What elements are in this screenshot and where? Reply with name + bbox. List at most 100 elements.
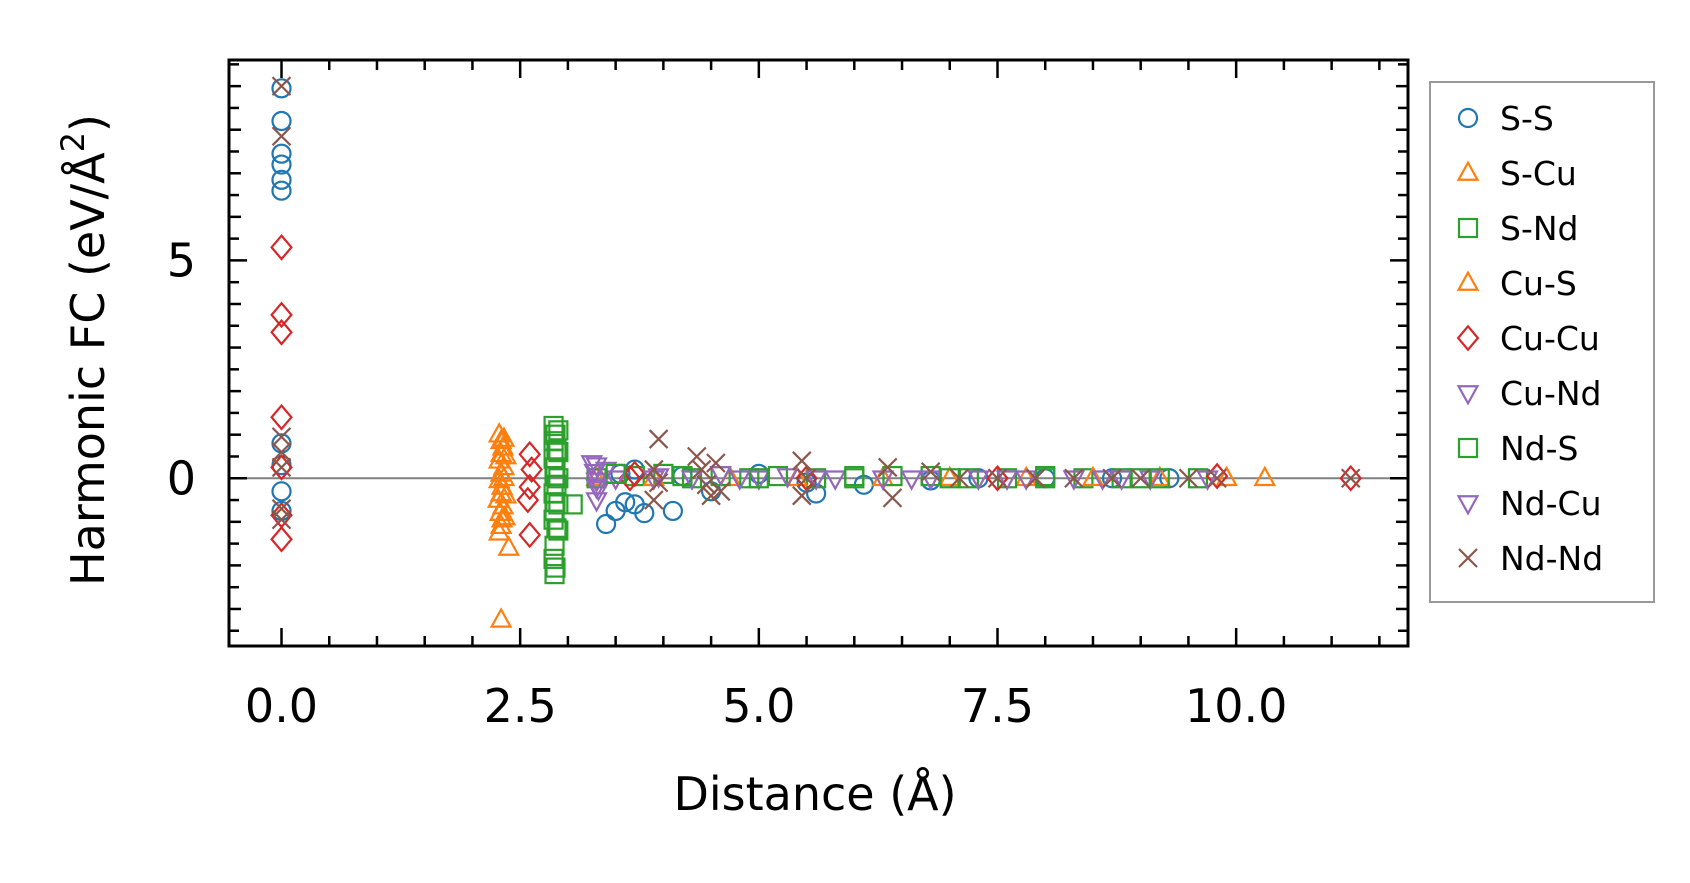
data-point [271,457,292,478]
data-point [938,465,962,487]
data-point [487,422,511,443]
legend-label: S-Cu [1500,154,1577,193]
data-point [672,465,693,487]
data-point [595,513,617,535]
data-point [823,470,847,491]
data-point [1064,468,1084,489]
data-point [544,535,565,556]
legend-marker [1456,160,1480,181]
series-nd-nd [271,76,1361,530]
y-axis-label: Harmonic FC (eV/Å2) [54,114,115,586]
legend-marker [1456,324,1480,352]
data-point [623,460,647,488]
data-point [615,492,636,513]
legend-marker [1456,385,1480,406]
data-point [1340,468,1361,489]
data-point [271,78,292,99]
legend-label: Cu-Nd [1500,374,1602,413]
data-point [900,470,923,491]
data-point [1062,470,1086,491]
data-point [882,465,903,487]
series-cu-s [492,426,1238,526]
data-point [1110,470,1133,491]
legend-label: S-S [1500,99,1554,138]
legend-marker [1457,107,1479,129]
data-point [487,520,511,541]
data-point [271,143,292,164]
series-nd-cu [585,457,1114,500]
legend-marker [1458,548,1478,568]
data-point [518,473,542,501]
data-point [987,468,1008,489]
data-point [644,459,664,480]
legend-box [1429,81,1655,603]
data-point [1196,470,1219,491]
data-point [585,492,608,513]
data-point [1014,470,1038,491]
data-point [270,233,293,261]
x-tick-label: 7.5 [961,679,1034,733]
data-point [548,442,569,463]
data-point [271,169,292,190]
data-point [520,456,543,483]
data-point [492,465,516,487]
data-point [701,485,721,506]
data-point [634,503,655,524]
data-point [687,446,707,467]
data-point [644,490,664,510]
data-point [271,481,292,502]
data-point [270,318,293,346]
data-point [710,481,731,502]
y-tick-label: 5 [167,233,196,287]
data-point [1339,464,1363,492]
data-point [648,472,669,493]
legend-marker [1456,270,1480,291]
data-point [706,453,726,473]
data-point [548,468,569,489]
x-tick-labels: 0.0 2.5 5.0 7.5 10.0 [245,679,1287,733]
data-point [796,468,817,489]
data-point [271,442,292,462]
data-point [489,428,513,450]
data-point [1081,465,1105,487]
legend-entries: S-S S-Cu S-Nd Cu-S Cu-Cu Cu-Nd Nd-S Nd-Cu Nd-Nd [1456,99,1603,578]
legend-entry: Cu-Nd [1456,374,1602,413]
data-point [642,470,666,491]
legend-label: Nd-Cu [1500,484,1602,523]
data-point [662,500,684,522]
data-point [691,459,712,480]
data-point [492,426,516,447]
data-point [648,429,669,449]
data-point [1253,465,1277,487]
y-axis-label-superscript: 2 [54,132,92,152]
legend-label: S-Nd [1500,209,1579,248]
data-point [792,485,812,506]
data-point [270,525,293,553]
data-point [562,494,583,515]
data-point [271,154,292,175]
data-point [1130,468,1151,489]
x-tick-label: 10.0 [1185,679,1287,733]
legend-entry: S-Nd [1457,209,1579,248]
data-point [877,457,898,478]
legend-label: Cu-S [1500,264,1577,303]
data-point [494,443,518,465]
data-point [949,468,970,489]
data-point [488,500,512,521]
legend-marker [1457,437,1479,459]
series-cu-nd [580,455,1219,513]
data-point [1148,465,1172,487]
x-tick-label: 5.0 [722,679,795,733]
legend-entry: Nd-Cu [1456,484,1602,523]
data-point [806,483,827,504]
data-point [804,470,828,491]
legend-entry: Cu-Cu [1456,319,1600,358]
data-point [1207,468,1227,489]
data-point [604,470,627,491]
data-point [1102,468,1122,489]
data-point [270,453,293,481]
data-point [518,440,542,468]
data-point [271,509,292,530]
data-point [270,403,293,431]
